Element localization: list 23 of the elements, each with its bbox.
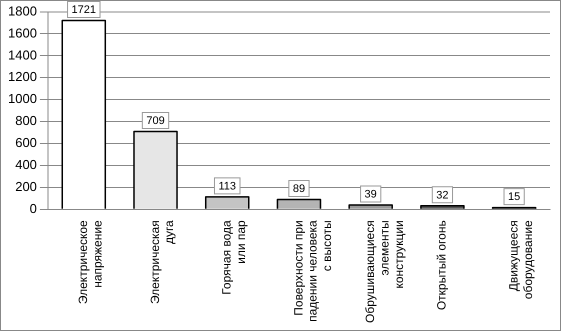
y-tick-label: 1800 <box>8 3 37 18</box>
y-tick-label: 400 <box>15 156 37 172</box>
x-tick-label: Электрическое напряжение <box>76 220 104 304</box>
x-tick-label: Открытый огонь <box>434 220 449 310</box>
data-label: 39 <box>364 188 377 201</box>
y-tick-label: 600 <box>15 135 37 150</box>
y-tick-label: 1400 <box>8 47 37 62</box>
y-tick-label: 1200 <box>8 69 37 84</box>
y-tick-label: 1000 <box>8 91 37 106</box>
x-tick-label: Движущееся оборудование <box>506 220 535 300</box>
y-tick-label: 200 <box>15 178 37 194</box>
x-tick-label: Горячая вода или пар <box>220 220 248 295</box>
x-tick-label: Электрическая дуга <box>148 220 176 304</box>
data-label: 113 <box>218 180 236 192</box>
data-label: 15 <box>508 191 520 204</box>
y-tick-label: 800 <box>15 113 37 128</box>
y-tick-label: 0 <box>30 200 37 216</box>
data-label: 1721 <box>72 4 96 16</box>
x-tick-label: Поверхности при падении человека с высоты <box>291 220 334 322</box>
data-label: 89 <box>292 183 306 196</box>
data-label: 32 <box>436 189 449 202</box>
y-tick-label: 1600 <box>8 25 37 40</box>
data-label: 709 <box>146 115 165 128</box>
